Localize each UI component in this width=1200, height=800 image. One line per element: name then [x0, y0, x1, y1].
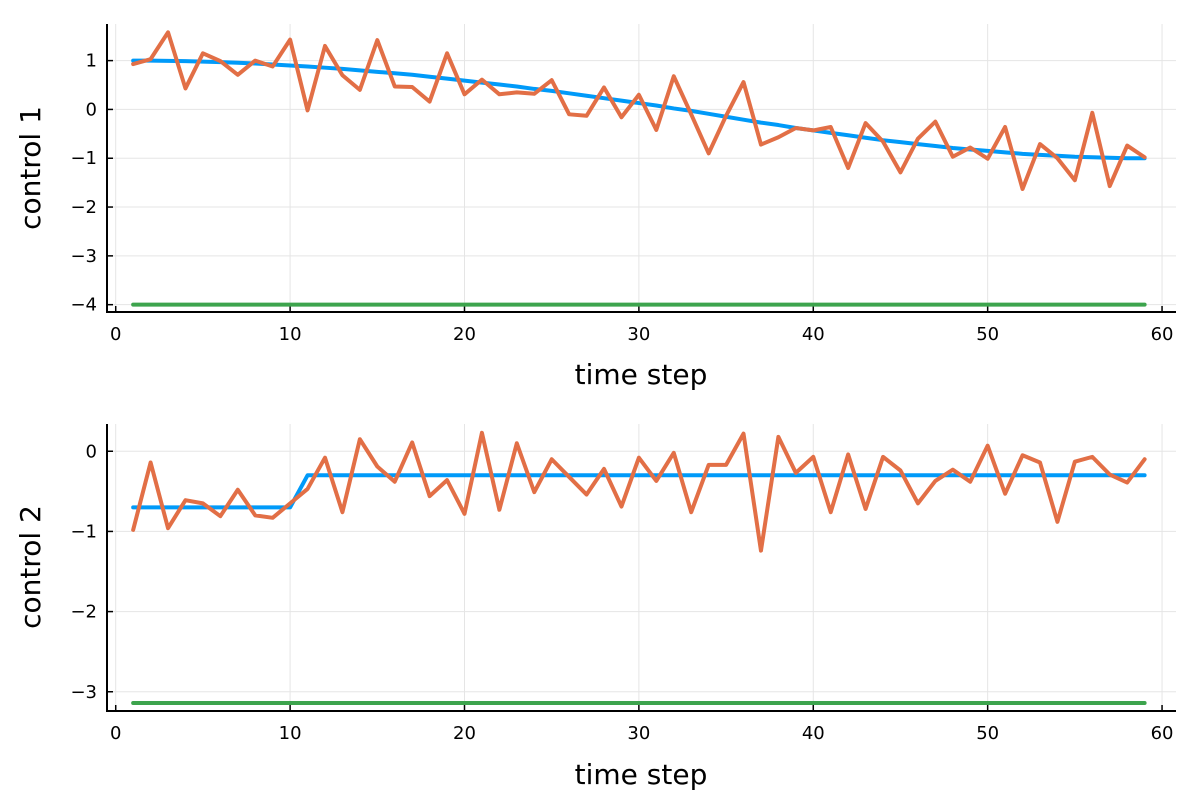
- x-axis-label: time step: [575, 758, 708, 791]
- y-tick-label: 1: [86, 51, 97, 72]
- y-tick-label: −1: [70, 148, 97, 169]
- x-tick-label: 20: [453, 324, 476, 345]
- series-line-2: [131, 430, 1147, 553]
- tick-labels: 0 10 20 30 40 50 60 0 −1 −2 −3: [70, 441, 1173, 744]
- x-tick-label: 10: [279, 723, 302, 744]
- grid-lines: [107, 424, 1176, 711]
- axes: [106, 24, 1176, 313]
- x-tick-label: 50: [976, 324, 999, 345]
- x-tick-label: 40: [802, 723, 825, 744]
- y-tick-label: −4: [70, 295, 97, 316]
- y-tick-label: 0: [86, 441, 97, 462]
- x-tick-label: 30: [627, 723, 650, 744]
- x-tick-label: 30: [627, 324, 650, 345]
- y-tick-label: −3: [70, 246, 97, 267]
- series-lines: [131, 430, 1147, 705]
- series-line-1: [131, 473, 1147, 510]
- y-tick-label: 0: [86, 99, 97, 120]
- axes: [106, 424, 1176, 712]
- x-tick-label: 10: [279, 324, 302, 345]
- x-tick-label: 0: [110, 723, 121, 744]
- series-line-2: [131, 30, 1147, 191]
- y-tick-label: −1: [70, 521, 97, 542]
- y-tick-label: −2: [70, 197, 97, 218]
- x-tick-label: 0: [110, 324, 121, 345]
- y-axis-label: control 2: [14, 505, 47, 629]
- x-tick-label: 20: [453, 723, 476, 744]
- x-tick-label: 60: [1151, 723, 1174, 744]
- y-tick-label: −2: [70, 602, 97, 623]
- x-tick-label: 40: [802, 324, 825, 345]
- x-tick-label: 60: [1151, 324, 1174, 345]
- x-tick-label: 50: [976, 723, 999, 744]
- y-axis-label: control 1: [14, 106, 47, 230]
- panel-control-2: 0 10 20 30 40 50 60 0 −1 −2 −3 time step control 2: [14, 424, 1176, 791]
- y-tick-label: −3: [70, 682, 97, 703]
- series-lines: [131, 30, 1147, 307]
- x-axis-label: time step: [575, 358, 708, 391]
